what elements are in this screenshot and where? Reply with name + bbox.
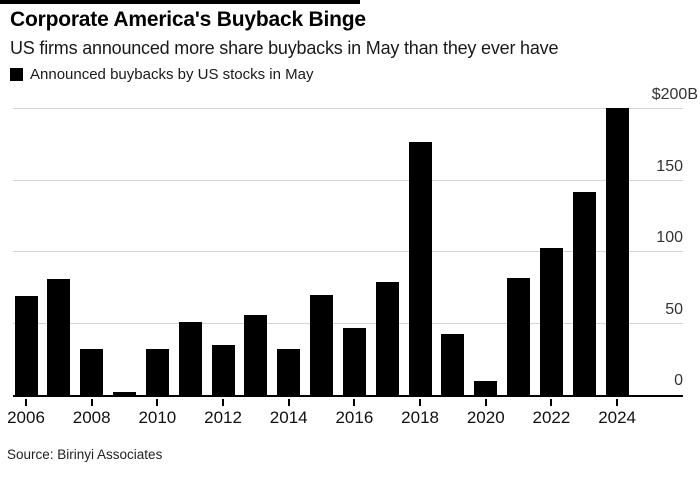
y-axis-tick-label: 50 <box>665 300 683 318</box>
bar-2020 <box>474 380 498 395</box>
x-axis-tick-label: 2012 <box>204 408 242 427</box>
y-axis-tick-label: 100 <box>656 229 683 247</box>
bar-2010 <box>145 349 169 395</box>
chart-title: Corporate America's Buyback Binge <box>10 8 366 31</box>
y-axis-tick-label: 150 <box>656 157 683 175</box>
bar-2012 <box>211 345 235 395</box>
x-axis-tick-label: 2020 <box>466 408 505 427</box>
bar-2023 <box>572 192 596 395</box>
x-axis-tick <box>616 399 619 406</box>
plot-area: 0 50 100 150 $200B <box>13 87 698 397</box>
gridline-100 <box>13 251 683 253</box>
bar-2009 <box>113 392 137 395</box>
x-axis-tick <box>353 399 356 406</box>
bar-2006 <box>14 296 38 395</box>
x-axis-tick-label: 2022 <box>532 408 571 427</box>
x-axis-tick-label: 2006 <box>7 408 45 427</box>
chart-subtitle: US firms announced more share buybacks i… <box>10 38 559 58</box>
x-axis-tick <box>25 399 27 406</box>
bar-2024 <box>605 107 629 395</box>
source-note: Source: Birinyi Associates <box>7 447 163 462</box>
x-axis-tick <box>484 399 487 406</box>
legend-label: Announced buybacks by US stocks in May <box>30 66 314 83</box>
bar-2016 <box>342 327 366 395</box>
x-axis-tick-label: 2016 <box>335 408 374 427</box>
x-axis-tick <box>222 399 225 406</box>
bar-2014 <box>277 349 301 395</box>
x-axis-tick-label: 2024 <box>598 408 637 427</box>
y-axis-tick-label: $200B <box>651 86 698 104</box>
top-accent-bar <box>0 0 360 4</box>
legend: Announced buybacks by US stocks in May <box>10 66 313 83</box>
bar-2011 <box>178 322 202 395</box>
bar-2007 <box>47 279 71 395</box>
x-axis-tick-label: 2008 <box>72 408 111 427</box>
bar-2021 <box>507 277 531 395</box>
bar-2018 <box>408 142 432 395</box>
y-axis-tick-label: 0 <box>674 372 683 389</box>
bar-2015 <box>310 294 334 395</box>
x-axis-tick-label: 2018 <box>401 408 439 427</box>
gridline-150 <box>13 179 683 181</box>
bar-2019 <box>441 333 465 395</box>
bar-2017 <box>375 282 399 395</box>
x-axis-tick <box>156 399 159 406</box>
x-axis-tick-label: 2014 <box>269 408 308 427</box>
x-axis-tick <box>550 399 553 406</box>
x-axis-tick <box>419 399 422 406</box>
x-axis-tick <box>90 399 93 406</box>
legend-swatch-icon <box>10 68 23 81</box>
bar-2008 <box>80 349 104 395</box>
x-axis: 2006 2008 2010 2012 2014 2016 2018 2020 2022 2024 <box>7 399 683 431</box>
bar-2022 <box>539 247 563 395</box>
x-axis-tick <box>287 399 290 406</box>
x-axis-tick-label: 2010 <box>138 408 177 427</box>
gridline-200 <box>13 108 683 110</box>
bar-2013 <box>244 314 268 395</box>
gridline-50 <box>13 322 683 324</box>
